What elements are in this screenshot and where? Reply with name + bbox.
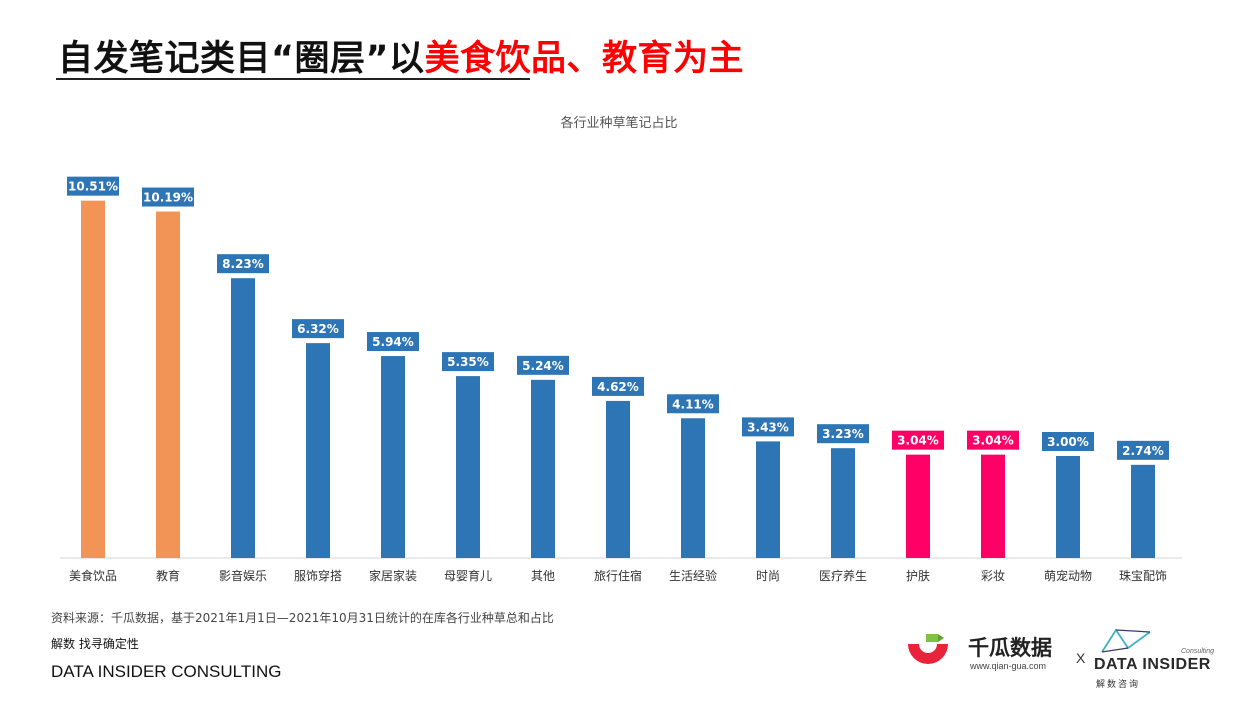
data-label-bg-7 bbox=[517, 355, 569, 375]
qiangua-url: www.qian-gua.com bbox=[970, 661, 1047, 671]
bar-12 bbox=[906, 454, 930, 558]
data-label-bg-9 bbox=[667, 394, 719, 414]
slogan: 解数 找寻确定性 bbox=[51, 637, 139, 651]
bar-4 bbox=[306, 343, 330, 558]
qiangua-mark-icon bbox=[908, 634, 948, 664]
data-label-bg-10 bbox=[742, 417, 794, 437]
bar-chart: 各行业种草笔记占比 10.51% 美食饮品 10.19% 教育 8.23% 影音娱乐 6.3… bbox=[60, 115, 1182, 583]
data-label-bg-12 bbox=[892, 430, 944, 450]
data-label-bg-15 bbox=[1117, 440, 1169, 460]
title-red-part: 美食饮品、教育为主 bbox=[424, 39, 745, 79]
data-insider-logo: Consulting DATA INSIDER 解数咨询 bbox=[1094, 626, 1224, 692]
bar-14 bbox=[1056, 456, 1080, 558]
bar-11 bbox=[831, 448, 855, 558]
bar-7 bbox=[531, 379, 555, 558]
data-label-4: 6.32% bbox=[297, 322, 339, 336]
bar-8 bbox=[606, 400, 630, 558]
category-label-1: 美食饮品 bbox=[69, 568, 117, 583]
data-label-6: 5.35% bbox=[447, 355, 489, 369]
bars-group: 10.51% 美食饮品 10.19% 教育 8.23% 影音娱乐 6.32% 服饰穿搭 5.94… bbox=[67, 176, 1169, 583]
data-label-bg-5 bbox=[367, 332, 419, 352]
chart-title: 各行业种草笔记占比 bbox=[560, 115, 677, 131]
data-label-bg-6 bbox=[442, 352, 494, 372]
bar-6 bbox=[456, 376, 480, 558]
data-label-bg-11 bbox=[817, 424, 869, 444]
data-label-15: 2.74% bbox=[1122, 444, 1164, 458]
data-insider-name: DATA INSIDER bbox=[1094, 656, 1211, 673]
qiangua-name: 千瓜数据 bbox=[968, 636, 1052, 660]
data-label-bg-4 bbox=[292, 319, 344, 339]
bar-3 bbox=[231, 278, 255, 558]
category-label-6: 母婴育儿 bbox=[444, 568, 492, 583]
bar-10 bbox=[756, 441, 780, 558]
data-label-2: 10.19% bbox=[143, 191, 193, 205]
data-label-13: 3.04% bbox=[972, 434, 1014, 448]
category-label-10: 时尚 bbox=[756, 569, 780, 583]
data-label-12: 3.04% bbox=[897, 434, 939, 448]
data-insider-cn-name: 解数咨询 bbox=[1096, 680, 1141, 690]
data-label-3: 8.23% bbox=[222, 257, 264, 271]
category-label-14: 萌宠动物 bbox=[1044, 568, 1092, 583]
qiangua-logo: 千瓜数据 www.qian-gua.com bbox=[904, 630, 1074, 678]
data-label-bg-3 bbox=[217, 254, 269, 274]
data-label-1: 10.51% bbox=[68, 180, 118, 194]
category-label-4: 服饰穿搭 bbox=[294, 568, 342, 583]
category-label-8: 旅行住宿 bbox=[594, 568, 642, 583]
data-insider-mark-icon bbox=[1101, 628, 1151, 653]
company-name: DATA INSIDER CONSULTING bbox=[51, 662, 282, 681]
data-label-bg-2 bbox=[142, 187, 194, 207]
data-label-8: 4.62% bbox=[597, 380, 639, 394]
category-label-2: 教育 bbox=[156, 568, 180, 583]
data-label-14: 3.00% bbox=[1047, 435, 1089, 449]
bar-15 bbox=[1131, 464, 1155, 558]
data-label-11: 3.23% bbox=[822, 427, 864, 441]
category-label-13: 彩妆 bbox=[981, 569, 1005, 583]
data-label-9: 4.11% bbox=[672, 397, 714, 411]
category-label-5: 家居家装 bbox=[369, 568, 417, 583]
data-label-7: 5.24% bbox=[522, 359, 564, 373]
bar-2 bbox=[156, 211, 180, 559]
data-label-bg-8 bbox=[592, 376, 644, 396]
page-title: 自发笔记类目“圈层”以美食饮品、教育为主 bbox=[58, 30, 744, 81]
category-label-15: 珠宝配饰 bbox=[1119, 569, 1167, 583]
category-label-3: 影音娱乐 bbox=[219, 568, 267, 583]
title-black-part: 自发笔记类目“圈层”以 bbox=[58, 39, 425, 79]
data-label-5: 5.94% bbox=[372, 335, 414, 349]
data-label-10: 3.43% bbox=[747, 420, 789, 434]
title-underline bbox=[56, 78, 530, 80]
source-note: 资料来源：千瓜数据，基于2021年1月1日—2021年10月31日统计的在库各行… bbox=[51, 611, 554, 625]
bar-1 bbox=[81, 200, 105, 558]
bar-9 bbox=[681, 418, 705, 558]
data-label-bg-13 bbox=[967, 430, 1019, 450]
data-label-bg-14 bbox=[1042, 432, 1094, 451]
data-insider-consulting: Consulting bbox=[1181, 648, 1215, 655]
category-label-9: 生活经验 bbox=[669, 568, 717, 583]
category-label-11: 医疗养生 bbox=[819, 568, 867, 583]
bar-5 bbox=[381, 356, 405, 558]
bar-13 bbox=[981, 454, 1005, 558]
category-label-12: 护肤 bbox=[906, 568, 930, 583]
logo-separator: X bbox=[1076, 650, 1086, 666]
data-label-bg-1 bbox=[67, 176, 119, 196]
category-label-7: 其他 bbox=[531, 569, 555, 583]
